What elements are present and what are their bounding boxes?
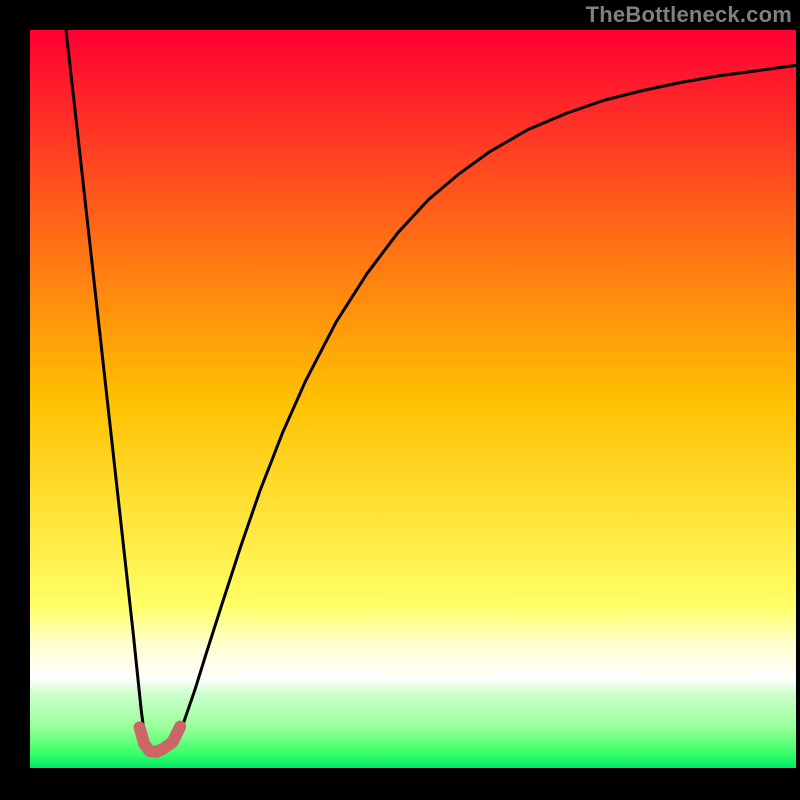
chart-container: { "watermark": { "text": "TheBottleneck.… (0, 0, 800, 800)
bottleneck-plot (0, 0, 800, 800)
watermark-text: TheBottleneck.com (586, 2, 792, 28)
